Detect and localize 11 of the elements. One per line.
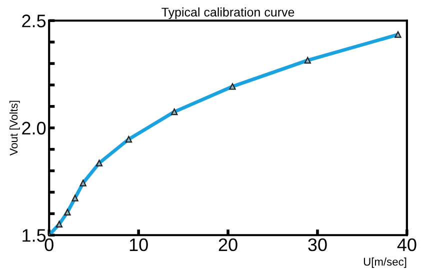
x-tick-label: 10 <box>130 238 148 252</box>
y-tick-label: 2.5 <box>22 14 46 28</box>
x-tick-label: 30 <box>308 238 327 252</box>
x-tick-label: 0 <box>44 238 54 252</box>
y-tick-label: 2.0 <box>22 122 46 135</box>
y-axis-title: Vout [Volts] <box>9 100 20 156</box>
x-tick-label: 20 <box>218 238 238 252</box>
x-tick-label: 40 <box>397 238 416 252</box>
x-axis-title: U[m/sec] <box>364 258 406 268</box>
y-tick-label: 1.5 <box>22 229 46 242</box>
chart-title: Typical calibration curve <box>162 7 294 20</box>
